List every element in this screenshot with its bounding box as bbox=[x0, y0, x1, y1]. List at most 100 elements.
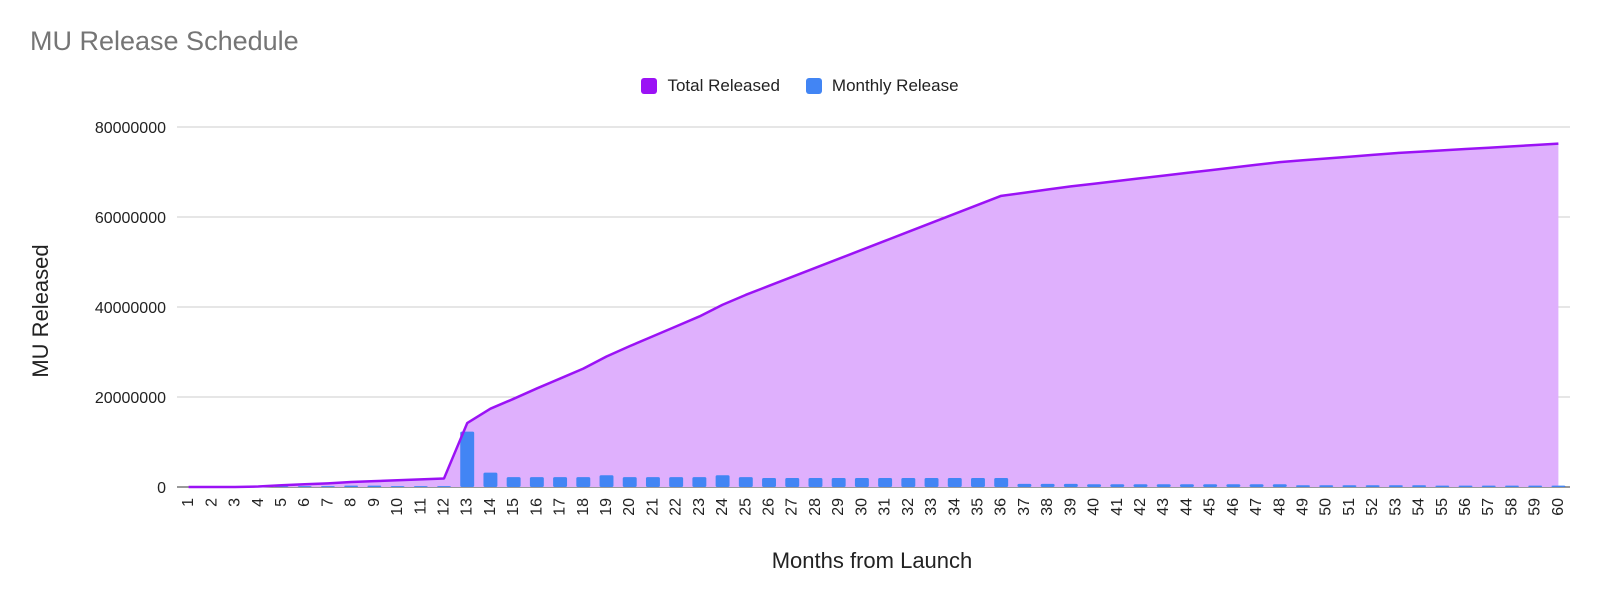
bar-monthly-release[interactable] bbox=[1110, 484, 1125, 487]
x-tick-label: 4 bbox=[250, 498, 267, 507]
bar-monthly-release[interactable] bbox=[1017, 483, 1032, 487]
x-tick-label: 35 bbox=[969, 498, 986, 516]
x-tick-label: 6 bbox=[296, 498, 313, 507]
bar-monthly-release[interactable] bbox=[692, 477, 707, 487]
x-tick-label: 54 bbox=[1411, 498, 1428, 516]
bar-monthly-release[interactable] bbox=[1179, 484, 1194, 487]
bar-monthly-release[interactable] bbox=[1156, 484, 1171, 487]
bar-monthly-release[interactable] bbox=[437, 486, 451, 487]
bar-monthly-release[interactable] bbox=[553, 477, 568, 487]
x-tick-label: 59 bbox=[1527, 498, 1544, 516]
x-tick-label: 31 bbox=[877, 498, 894, 516]
y-tick-label: 20000000 bbox=[95, 390, 166, 407]
bar-monthly-release[interactable] bbox=[808, 478, 823, 487]
bar-monthly-release[interactable] bbox=[344, 485, 359, 487]
bar-monthly-release[interactable] bbox=[1203, 484, 1218, 487]
bar-monthly-release[interactable] bbox=[1481, 485, 1496, 487]
bar-monthly-release[interactable] bbox=[599, 475, 614, 487]
x-tick-label: 32 bbox=[900, 498, 917, 516]
bar-monthly-release[interactable] bbox=[1504, 485, 1519, 487]
bar-monthly-release[interactable] bbox=[1412, 485, 1427, 487]
x-tick-label: 40 bbox=[1086, 498, 1103, 516]
legend-swatch-total-released bbox=[641, 78, 658, 94]
x-tick-label: 21 bbox=[644, 498, 661, 516]
bar-monthly-release[interactable] bbox=[1365, 485, 1380, 487]
bar-monthly-release[interactable] bbox=[390, 486, 405, 487]
bar-monthly-release[interactable] bbox=[622, 477, 637, 487]
bar-monthly-release[interactable] bbox=[413, 486, 428, 487]
bar-monthly-release[interactable] bbox=[878, 478, 893, 487]
x-tick-label: 15 bbox=[505, 498, 522, 516]
bar-monthly-release[interactable] bbox=[1133, 484, 1148, 487]
bar-monthly-release[interactable] bbox=[1388, 485, 1403, 487]
x-tick-label: 56 bbox=[1457, 498, 1474, 516]
bar-monthly-release[interactable] bbox=[576, 477, 591, 487]
x-tick-label: 41 bbox=[1109, 498, 1126, 516]
y-axis: 0 20000000 40000000 60000000 80000000 bbox=[95, 120, 166, 497]
x-tick-label: 10 bbox=[389, 498, 406, 516]
bar-monthly-release[interactable] bbox=[645, 477, 660, 487]
x-tick-label: 25 bbox=[737, 498, 754, 516]
x-tick-label: 1 bbox=[180, 498, 197, 507]
x-tick-label: 27 bbox=[784, 498, 801, 516]
bar-monthly-release[interactable] bbox=[901, 478, 916, 487]
bar-monthly-release[interactable] bbox=[460, 431, 475, 487]
bar-monthly-release[interactable] bbox=[1435, 485, 1450, 487]
bar-monthly-release[interactable] bbox=[994, 478, 1009, 487]
bar-monthly-release[interactable] bbox=[1226, 484, 1241, 487]
bar-monthly-release[interactable] bbox=[506, 477, 521, 487]
bar-monthly-release[interactable] bbox=[947, 478, 962, 487]
total-released-line[interactable] bbox=[188, 142, 1559, 489]
x-tick-label: 30 bbox=[853, 498, 870, 516]
x-tick-label: 60 bbox=[1550, 498, 1567, 516]
x-axis: 1 2 3 4 5 6 7 8 9 10 11 12 13 14 15 16 17 18 19 20 21 22 23 24 2… bbox=[180, 498, 1567, 516]
x-tick-label: 28 bbox=[807, 498, 824, 516]
x-tick-label: 33 bbox=[923, 498, 940, 516]
x-tick-label: 43 bbox=[1155, 498, 1172, 516]
legend-label-total-released: Total Released bbox=[667, 76, 780, 95]
bar-monthly-release[interactable] bbox=[1528, 485, 1543, 487]
bar-monthly-release[interactable] bbox=[1296, 485, 1310, 487]
bar-monthly-release[interactable] bbox=[669, 477, 684, 487]
bar-monthly-release[interactable] bbox=[762, 478, 776, 487]
x-tick-label: 13 bbox=[459, 498, 476, 516]
bar-monthly-release[interactable] bbox=[320, 486, 335, 487]
legend-item-total-released[interactable]: Total Released bbox=[641, 76, 780, 96]
bar-monthly-release[interactable] bbox=[1272, 484, 1287, 487]
bar-monthly-release[interactable] bbox=[738, 477, 753, 487]
x-tick-label: 38 bbox=[1039, 498, 1056, 516]
bar-monthly-release[interactable] bbox=[529, 477, 544, 487]
y-tick-label: 0 bbox=[157, 480, 166, 497]
bar-monthly-release[interactable] bbox=[297, 486, 312, 487]
total-released-line-group bbox=[188, 142, 1559, 489]
x-tick-label: 7 bbox=[319, 498, 336, 507]
x-tick-label: 22 bbox=[668, 498, 685, 516]
legend: Total Released Monthly Release bbox=[0, 76, 1600, 96]
bar-monthly-release[interactable] bbox=[1063, 483, 1078, 487]
bar-monthly-release[interactable] bbox=[1458, 485, 1473, 487]
x-tick-label: 45 bbox=[1202, 498, 1219, 516]
bar-monthly-release[interactable] bbox=[1249, 484, 1264, 487]
x-tick-label: 9 bbox=[366, 498, 383, 507]
x-tick-label: 12 bbox=[435, 498, 452, 516]
bar-monthly-release[interactable] bbox=[854, 478, 869, 487]
bar-monthly-release[interactable] bbox=[1319, 485, 1334, 487]
bar-monthly-release[interactable] bbox=[1342, 485, 1357, 487]
legend-item-monthly-release[interactable]: Monthly Release bbox=[805, 76, 959, 96]
bar-monthly-release[interactable] bbox=[785, 478, 800, 487]
y-axis-title: MU Released bbox=[28, 244, 53, 377]
bar-monthly-release[interactable] bbox=[367, 485, 382, 487]
x-tick-label: 8 bbox=[343, 498, 360, 507]
bar-monthly-release[interactable] bbox=[971, 478, 985, 487]
x-tick-label: 36 bbox=[993, 498, 1010, 516]
bar-monthly-release[interactable] bbox=[1087, 484, 1102, 487]
y-tick-label: 60000000 bbox=[95, 210, 166, 227]
bar-monthly-release[interactable] bbox=[1551, 485, 1566, 487]
bar-monthly-release[interactable] bbox=[924, 478, 939, 487]
x-tick-label: 58 bbox=[1503, 498, 1520, 516]
bar-monthly-release[interactable] bbox=[1040, 483, 1055, 487]
bar-monthly-release[interactable] bbox=[483, 472, 498, 487]
bar-monthly-release[interactable] bbox=[715, 475, 730, 487]
x-tick-label: 29 bbox=[830, 498, 847, 516]
bar-monthly-release[interactable] bbox=[831, 478, 846, 487]
